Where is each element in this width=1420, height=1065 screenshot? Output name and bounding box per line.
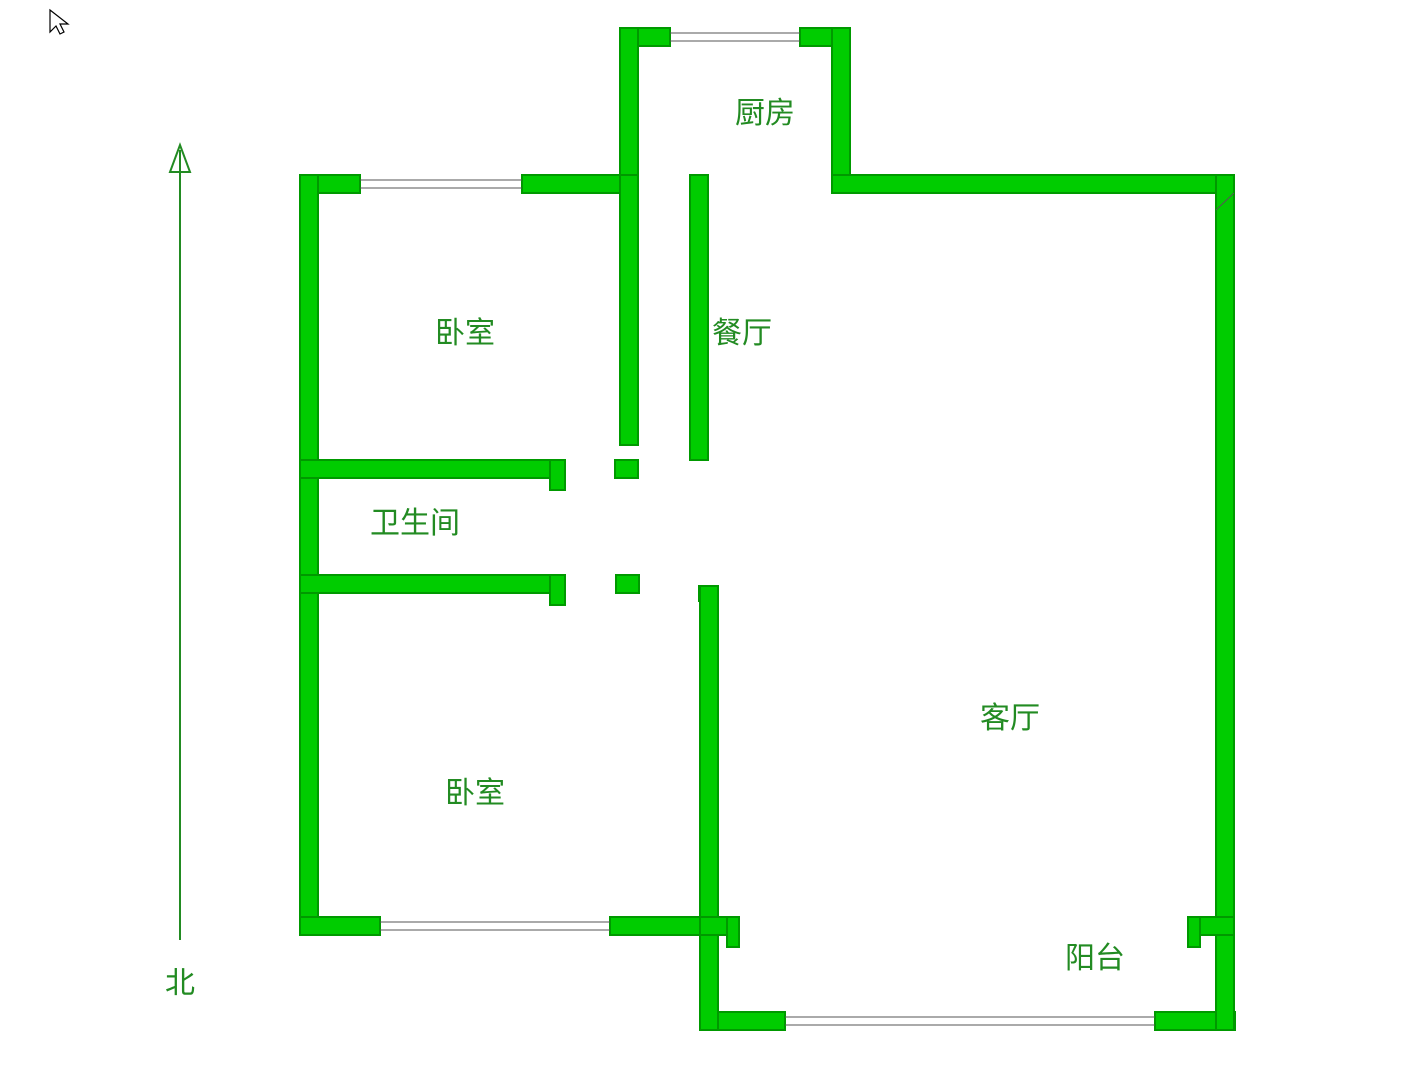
wall-segment: [1216, 175, 1234, 935]
cursor-icon: [50, 10, 68, 34]
wall-segment: [690, 175, 708, 460]
wall-segment: [700, 935, 718, 1030]
room-label-dining: 餐厅: [712, 317, 772, 350]
room-label-bedroom2: 卧室: [445, 777, 505, 810]
wall-segment: [300, 175, 318, 935]
wall-segment: [832, 175, 1234, 193]
wall-segment: [616, 575, 639, 593]
room-label-bathroom: 卫生间: [370, 507, 460, 540]
floor-plan: 厨房卧室餐厅卫生间卧室客厅阳台 北: [0, 0, 1420, 1065]
wall-segment: [1188, 917, 1200, 947]
wall-segment: [615, 460, 638, 478]
room-label-balcony: 阳台: [1065, 942, 1125, 975]
room-label-bedroom1: 卧室: [435, 317, 495, 350]
cursor-icon: [50, 10, 68, 34]
wall-segment: [300, 460, 556, 478]
wall-segment: [1216, 935, 1234, 1030]
north-label: 北: [165, 967, 195, 1000]
wall-segment: [700, 586, 718, 935]
wall-segment: [727, 917, 739, 947]
wall-segment: [300, 575, 556, 593]
room-label-livingroom: 客厅: [980, 702, 1040, 735]
wall-segment: [620, 28, 638, 193]
wall-segment: [300, 917, 380, 935]
wall-segment: [832, 28, 850, 193]
room-label-kitchen: 厨房: [735, 97, 795, 130]
wall-segment: [620, 175, 638, 445]
labels-group: 厨房卧室餐厅卫生间卧室客厅阳台: [370, 97, 1125, 975]
north-indicator: 北: [165, 145, 195, 1000]
wall-segment: [550, 460, 565, 490]
wall-segment: [550, 575, 565, 605]
